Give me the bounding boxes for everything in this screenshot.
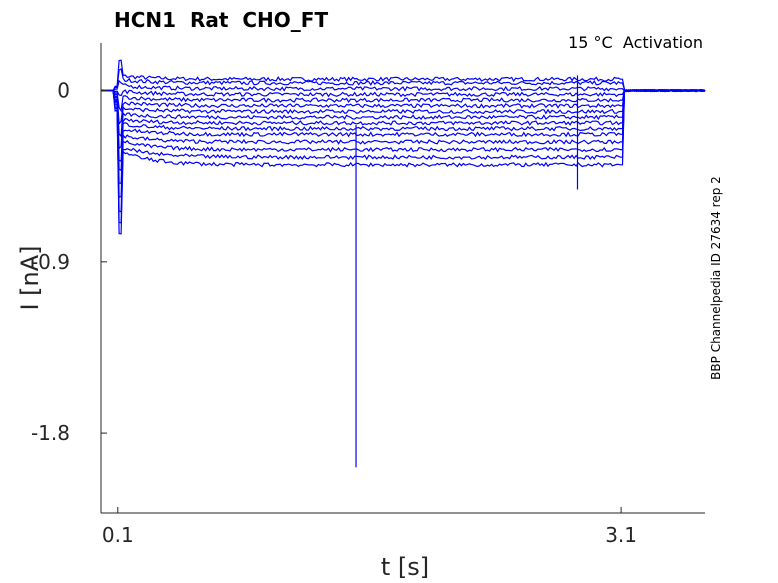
y-tick-label: -0.9: [31, 250, 70, 274]
current-trace: [100, 88, 706, 163]
current-trace: [100, 88, 706, 235]
current-trace: [100, 68, 706, 93]
current-trace: [101, 88, 705, 98]
current-trace: [100, 89, 706, 224]
chart-title: HCN1 Rat CHO_FT: [114, 8, 328, 32]
current-trace: [100, 89, 706, 113]
y-axis-title: I [nA]: [16, 245, 44, 310]
current-trace: [100, 88, 706, 150]
source-note: BBP Channelpedia ID 27634 rep 2: [709, 176, 723, 380]
x-axis-title: t [s]: [381, 553, 429, 581]
x-tick-label: 3.1: [605, 523, 637, 547]
y-axis-ticks: 0 -0.9 -1.8: [31, 79, 107, 445]
current-trace: [100, 88, 706, 184]
chart-annotation: 15 °C Activation: [568, 33, 703, 52]
current-traces: [100, 59, 706, 468]
current-trace: [100, 89, 705, 126]
current-trace: [100, 88, 706, 172]
current-trace: [100, 79, 706, 93]
current-trace: [100, 89, 706, 138]
current-trace: [100, 89, 706, 198]
x-axis-ticks: 0.1 3.1: [102, 507, 637, 547]
x-tick-label: 0.1: [102, 523, 134, 547]
y-tick-label: -1.8: [31, 421, 70, 445]
y-tick-label: 0: [57, 79, 70, 103]
current-trace: [100, 88, 706, 213]
